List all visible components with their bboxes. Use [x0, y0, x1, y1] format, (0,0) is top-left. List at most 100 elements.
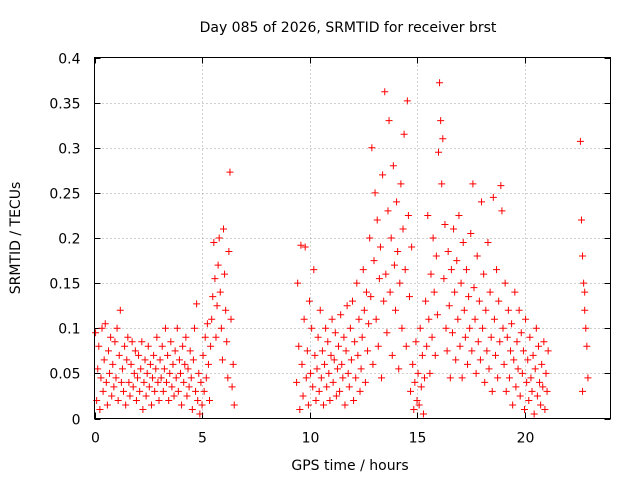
data-point — [124, 333, 132, 341]
data-point — [218, 356, 226, 364]
data-point — [338, 360, 346, 368]
y-axis-label: SRMTID / TECUs — [8, 182, 24, 295]
data-point — [531, 365, 539, 373]
data-point — [500, 360, 508, 368]
data-point — [307, 369, 315, 377]
data-point — [115, 351, 123, 359]
data-point — [530, 410, 538, 418]
data-point — [181, 360, 189, 368]
data-point — [158, 342, 166, 350]
data-point — [399, 225, 407, 233]
data-point — [415, 401, 423, 409]
data-point — [541, 405, 549, 413]
data-point — [527, 374, 535, 382]
data-point — [580, 279, 588, 287]
data-point — [452, 356, 460, 364]
data-point — [413, 396, 421, 404]
data-point — [584, 374, 592, 382]
data-point — [411, 378, 419, 386]
data-point — [157, 374, 165, 382]
data-point — [319, 401, 327, 409]
data-point — [193, 300, 201, 308]
data-point — [122, 401, 130, 409]
data-point — [537, 401, 545, 409]
data-point — [498, 207, 506, 215]
data-point — [501, 279, 509, 287]
data-point — [150, 351, 158, 359]
data-point — [298, 360, 306, 368]
data-point — [293, 378, 301, 386]
data-point — [503, 333, 511, 341]
data-point — [359, 266, 367, 274]
data-point — [491, 351, 499, 359]
data-point — [403, 97, 411, 105]
data-point — [480, 270, 488, 278]
data-point — [128, 338, 136, 346]
data-point — [310, 266, 318, 274]
data-point — [454, 315, 462, 323]
data-point — [528, 387, 536, 395]
chart-title: Day 085 of 2026, SRMTID for receiver brs… — [200, 20, 497, 36]
data-point — [351, 338, 359, 346]
data-point — [448, 329, 456, 337]
data-point — [405, 293, 413, 301]
data-point — [375, 275, 383, 283]
data-point — [374, 342, 382, 350]
data-point — [446, 374, 454, 382]
data-point — [197, 378, 205, 386]
x-tick-label: 10 — [302, 431, 320, 447]
data-point — [183, 392, 191, 400]
grid-lines — [94, 57, 611, 419]
data-point — [194, 396, 202, 404]
data-point — [228, 383, 236, 391]
data-point — [444, 248, 452, 256]
data-point — [481, 378, 489, 386]
data-point — [120, 387, 128, 395]
data-point — [472, 369, 480, 377]
data-point — [296, 405, 304, 413]
data-point — [362, 288, 370, 296]
data-point — [479, 324, 487, 332]
data-point — [394, 248, 402, 256]
data-point — [164, 351, 172, 359]
data-point — [393, 198, 401, 206]
data-point — [177, 369, 184, 377]
data-point — [522, 315, 530, 323]
data-point — [455, 211, 463, 219]
data-point — [169, 360, 177, 368]
data-point — [195, 369, 203, 377]
data-point — [308, 324, 316, 332]
data-point — [99, 387, 107, 395]
data-point — [135, 351, 143, 359]
data-point — [297, 241, 305, 249]
data-point — [342, 347, 350, 355]
data-point — [484, 239, 492, 247]
data-point — [323, 383, 331, 391]
data-point — [397, 180, 405, 188]
data-point — [543, 387, 551, 395]
data-point — [583, 342, 591, 350]
data-point — [385, 117, 393, 125]
data-point — [350, 396, 358, 404]
data-point — [138, 338, 146, 346]
y-tick-label: 0.15 — [49, 277, 80, 293]
data-point — [425, 315, 433, 323]
data-point — [127, 360, 135, 368]
data-point — [453, 257, 461, 265]
data-point — [576, 137, 584, 145]
data-point — [210, 239, 218, 247]
data-point — [212, 333, 220, 341]
data-point — [360, 306, 368, 314]
data-point — [409, 360, 417, 368]
data-point — [519, 347, 527, 355]
data-point — [345, 383, 353, 391]
data-point — [582, 324, 590, 332]
data-point — [507, 347, 515, 355]
data-point — [198, 401, 206, 409]
data-point — [170, 392, 178, 400]
data-point — [346, 324, 354, 332]
data-point — [203, 320, 211, 328]
data-point — [431, 351, 439, 359]
data-point — [318, 347, 326, 355]
data-point — [445, 302, 453, 310]
